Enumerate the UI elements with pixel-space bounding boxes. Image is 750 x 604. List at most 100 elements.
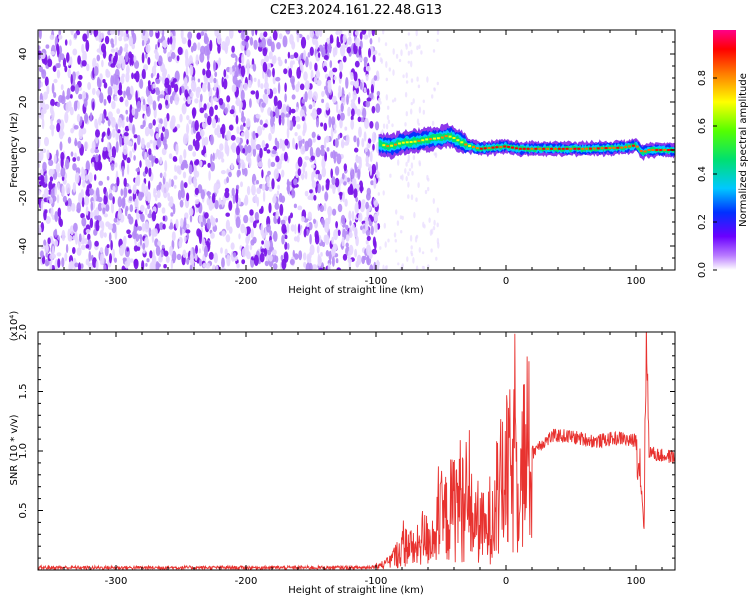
noise-blob: [65, 183, 71, 195]
noise-blob: [317, 203, 320, 211]
noise-blob: [417, 84, 421, 89]
noise-blob: [279, 138, 283, 143]
noise-blob: [332, 243, 337, 251]
noise-blob: [346, 94, 349, 105]
signal-core: [596, 147, 600, 150]
noise-blob: [92, 57, 97, 69]
noise-blob: [203, 45, 209, 56]
noise-blob: [137, 226, 143, 231]
noise-blob: [243, 82, 249, 91]
noise-blob: [437, 242, 440, 249]
noise-blob: [202, 160, 207, 165]
noise-blob: [238, 197, 241, 206]
noise-blob: [424, 189, 428, 195]
noise-blob: [225, 36, 231, 47]
noise-blob: [379, 246, 382, 250]
noise-blob: [162, 187, 168, 199]
noise-blob: [102, 207, 106, 215]
noise-blob: [172, 156, 178, 162]
noise-blob: [397, 262, 400, 266]
colorbar-tick-label: 0.8: [697, 70, 708, 86]
noise-blob: [277, 100, 283, 110]
noise-blob: [157, 55, 163, 67]
noise-blob: [148, 180, 151, 190]
noise-blob: [359, 185, 364, 192]
noise-blob: [384, 265, 388, 270]
signal-core: [514, 147, 518, 150]
colorbar-ticks: 0.0 0.2 0.4 0.6 0.8: [697, 70, 717, 278]
noise-blob: [132, 124, 136, 135]
noise-blob: [70, 85, 76, 92]
noise-blob: [108, 95, 111, 104]
noise-blob: [264, 260, 269, 267]
noise-blob: [410, 60, 413, 68]
noise-blob: [333, 229, 339, 241]
noise-blob: [105, 204, 110, 212]
noise-blob: [309, 234, 312, 245]
noise-blob: [189, 64, 194, 77]
noise-blob: [241, 31, 245, 41]
noise-blob: [38, 176, 44, 181]
noise-blob: [173, 175, 178, 180]
noise-blob: [315, 30, 321, 37]
signal-core: [624, 146, 628, 149]
noise-blob: [194, 187, 199, 196]
bottom-y-tick-label: 2.0: [18, 324, 29, 340]
noise-blob: [57, 173, 62, 178]
top-y-tick-label: -20: [18, 190, 29, 206]
signal-core: [604, 147, 608, 150]
noise-blob: [214, 199, 219, 210]
noise-blob: [265, 143, 269, 149]
noise-blob: [133, 142, 137, 151]
noise-blob: [368, 30, 371, 38]
noise-blob: [91, 161, 95, 167]
noise-blob: [310, 164, 316, 169]
noise-blob: [93, 66, 99, 76]
noise-blob: [146, 258, 150, 263]
noise-blob: [410, 49, 413, 55]
noise-blob: [112, 128, 116, 139]
top-y-tick-label: 40: [18, 48, 29, 61]
noise-blob: [86, 63, 90, 72]
noise-blob: [395, 53, 399, 59]
chart-title: C2E3.2024.161.22.48.G13: [270, 3, 442, 18]
noise-blob: [334, 177, 340, 188]
noise-blob: [305, 56, 309, 68]
noise-blob: [192, 138, 196, 147]
noise-blob: [99, 247, 104, 254]
noise-blob: [169, 119, 175, 130]
noise-blob: [355, 196, 359, 203]
noise-blob: [123, 132, 129, 137]
noise-blob: [226, 176, 230, 184]
noise-blob: [238, 233, 241, 240]
noise-blob: [54, 228, 58, 238]
noise-blob: [219, 143, 224, 151]
noise-blob: [436, 81, 439, 86]
noise-blob: [272, 55, 277, 64]
noise-blob: [416, 45, 419, 51]
noise-blob: [110, 240, 113, 251]
noise-blob: [179, 154, 183, 165]
noise-blob: [312, 137, 316, 143]
noise-blob: [363, 87, 367, 93]
noise-blob: [129, 54, 132, 66]
noise-blob: [404, 168, 407, 174]
signal-core: [417, 139, 421, 142]
noise-blob: [284, 93, 287, 103]
noise-blob: [220, 170, 226, 175]
noise-blob: [232, 194, 236, 205]
noise-blob: [41, 244, 45, 249]
noise-blob: [336, 101, 339, 114]
noise-blob: [341, 173, 345, 180]
noise-blob: [185, 56, 189, 68]
noise-blob: [268, 186, 273, 192]
signal-core: [542, 147, 546, 150]
top-x-axis-label: Height of straight line (km): [288, 285, 424, 296]
noise-blob: [415, 265, 419, 270]
noise-blob: [277, 82, 281, 94]
noise-blob: [418, 160, 421, 165]
noise-blob: [95, 219, 100, 232]
noise-blob: [365, 73, 369, 81]
noise-blob: [78, 74, 83, 80]
noise-blob: [186, 233, 190, 240]
